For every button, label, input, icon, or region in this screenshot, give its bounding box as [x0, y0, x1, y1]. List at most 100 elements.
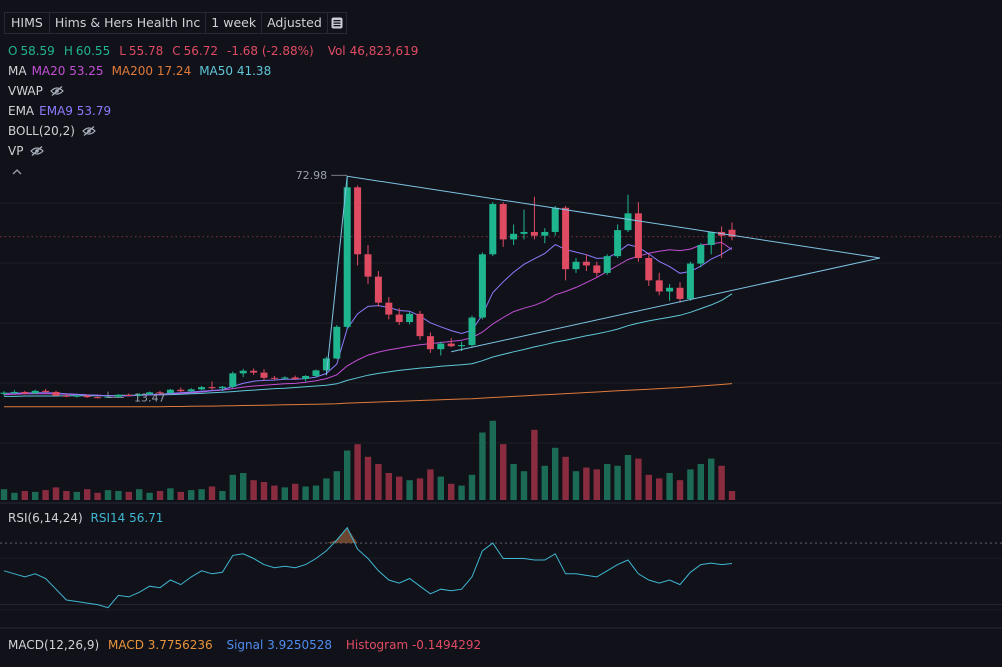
low-label: L: [119, 44, 126, 58]
volume-bar: [572, 471, 580, 500]
macd-legend[interactable]: MACD(12,26,9) MACD 3.7756236 Signal 3.92…: [8, 638, 481, 652]
volume-bar: [229, 474, 236, 500]
volume-bar: [281, 487, 288, 500]
candle-body: [447, 343, 455, 347]
symbol-button[interactable]: HIMS: [4, 12, 49, 34]
vwap-label: VWAP: [8, 84, 43, 98]
volume-bar: [416, 478, 424, 500]
candle-body: [624, 213, 632, 231]
open-label: O: [8, 44, 18, 58]
candle-body: [655, 280, 663, 292]
candle-body: [291, 377, 299, 379]
volume-bar: [427, 469, 434, 500]
volume-bar: [344, 450, 351, 500]
eye-hidden-icon[interactable]: [82, 126, 96, 136]
volume-bar: [645, 474, 652, 500]
candle-body: [374, 276, 382, 303]
candle-body: [0, 392, 8, 394]
high-marker-label: 72.98: [296, 169, 328, 182]
histogram-value: Histogram -0.1494292: [345, 638, 482, 652]
volume-bar: [375, 464, 382, 500]
vp-label: VP: [8, 144, 24, 158]
volume-bar: [208, 486, 216, 500]
volume-bar: [708, 458, 715, 500]
candle-body: [510, 233, 518, 240]
ma200-line: [4, 383, 733, 408]
candle-body: [468, 317, 476, 346]
volume-bar: [198, 489, 205, 500]
volume-bar: [333, 471, 340, 500]
candlesticks: [0, 176, 736, 399]
volume-bar: [240, 473, 247, 500]
rsi-overbought-fill: [326, 527, 368, 544]
candle-body: [135, 394, 143, 396]
ema-legend[interactable]: EMA EMA9 53.79: [8, 104, 116, 118]
ma50-line: [4, 293, 733, 397]
candle-body: [42, 390, 50, 392]
candle-body: [364, 254, 372, 277]
candle-body: [728, 229, 736, 237]
macd-value: MACD 3.7756236: [107, 638, 213, 652]
volume-bar: [146, 492, 153, 500]
volume-bar: [156, 491, 164, 500]
candle-body: [125, 394, 133, 396]
company-name[interactable]: Hims & Hers Health Inc: [48, 12, 206, 34]
vp-legend[interactable]: VP: [8, 144, 45, 158]
volume-bar: [500, 444, 507, 500]
ma-legend[interactable]: MA MA20 53.25 MA200 17.24 MA50 41.38: [8, 64, 276, 78]
adjust-button[interactable]: Adjusted: [261, 12, 327, 34]
candle-body: [166, 389, 174, 394]
candle-body: [83, 395, 91, 398]
vwap-legend[interactable]: VWAP: [8, 84, 64, 98]
candle-body: [270, 377, 278, 379]
rsi-legend[interactable]: RSI(6,14,24) RSI14 56.71: [8, 511, 163, 525]
volume-bar: [489, 420, 496, 500]
interval-button[interactable]: 1 week: [205, 12, 262, 34]
volume-bar: [94, 492, 101, 500]
list-icon[interactable]: [326, 12, 347, 34]
candle-body: [478, 254, 486, 318]
volume-bar: [593, 469, 600, 500]
volume-bar: [63, 491, 70, 500]
volume-bar: [531, 429, 538, 500]
ma20-value: MA20 53.25: [31, 64, 104, 78]
macd-label: MACD(12,26,9): [8, 638, 100, 652]
volume-bar: [728, 491, 736, 500]
volume-bar: [437, 476, 444, 500]
candle-body: [177, 389, 185, 392]
volume-bar: [302, 486, 309, 500]
low-value: 55.78: [128, 44, 164, 58]
candle-body: [250, 370, 258, 373]
candle-body: [406, 313, 414, 323]
candle-body: [426, 336, 434, 350]
candle-body: [666, 287, 674, 292]
trendline: [325, 176, 348, 376]
volume-bar: [406, 480, 413, 500]
candle-body: [582, 261, 590, 266]
candle-body: [354, 187, 362, 255]
candle-body: [499, 204, 507, 240]
volume-bar: [323, 478, 330, 500]
volume-bar: [354, 444, 361, 500]
candle-body: [707, 231, 715, 245]
volume-bar: [136, 489, 143, 500]
volume-bar: [177, 491, 184, 500]
eye-hidden-icon[interactable]: [50, 86, 64, 96]
candle-body: [458, 345, 466, 347]
candle-body: [530, 231, 538, 236]
chevron-up-icon[interactable]: [12, 166, 22, 179]
boll-label: BOLL(20,2): [8, 124, 75, 138]
eye-hidden-icon[interactable]: [30, 146, 45, 156]
volume-bar: [104, 490, 112, 500]
candle-body: [146, 392, 154, 395]
candle-body: [520, 231, 528, 234]
candle-body: [686, 263, 694, 299]
candle-body: [333, 326, 341, 359]
candle-body: [489, 204, 497, 255]
candle-body: [198, 387, 206, 390]
candle-body: [562, 207, 570, 270]
boll-legend[interactable]: BOLL(20,2): [8, 124, 96, 138]
candle-body: [593, 265, 601, 273]
candle-body: [62, 395, 70, 397]
